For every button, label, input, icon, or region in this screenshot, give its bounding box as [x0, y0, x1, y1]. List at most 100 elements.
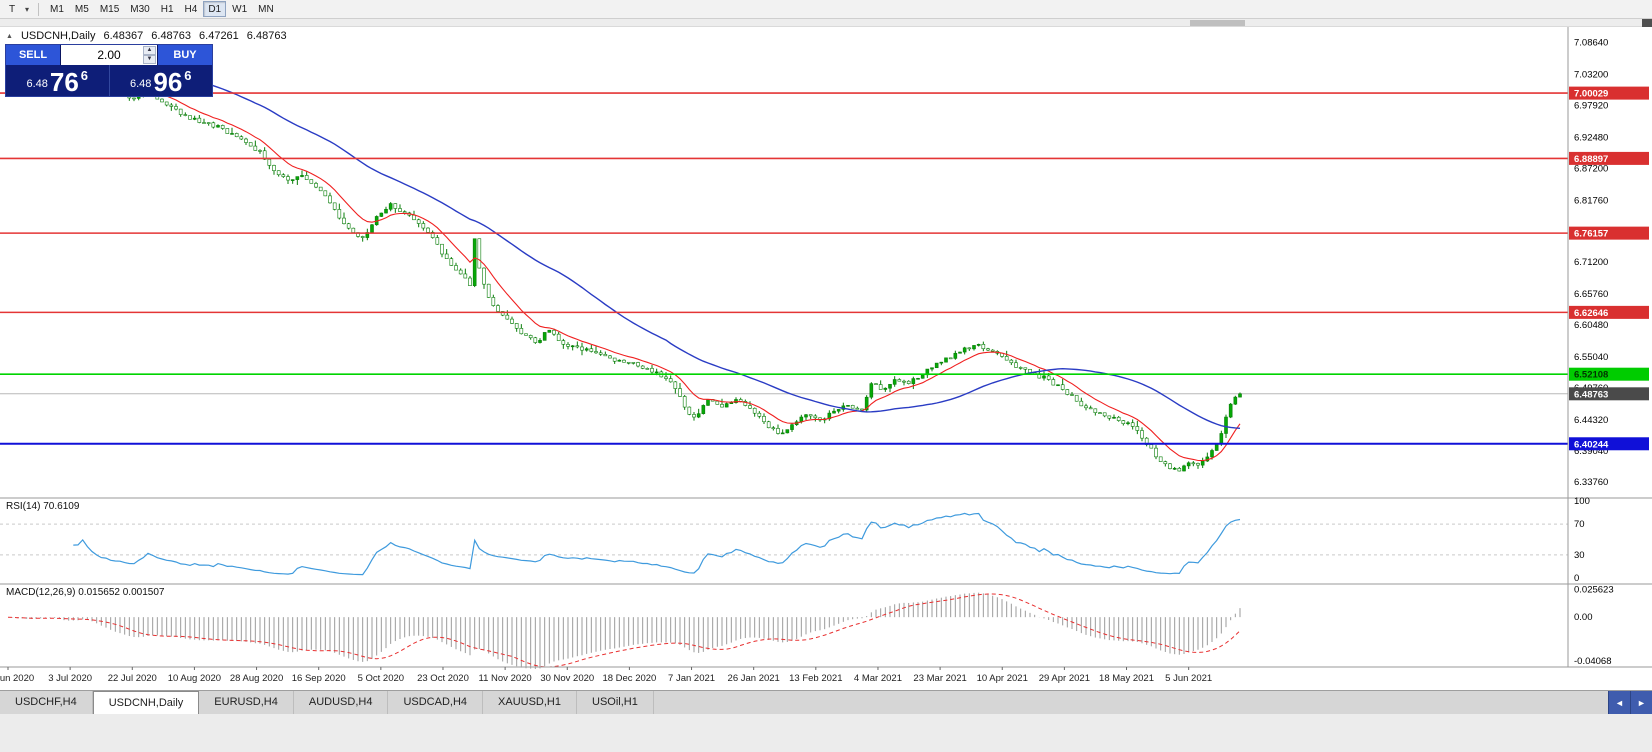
chart-tab-audusd-h4[interactable]: AUDUSD,H4 — [293, 691, 389, 714]
scrollbar-end-button[interactable] — [1642, 19, 1652, 27]
svg-text:6.65760: 6.65760 — [1574, 289, 1608, 300]
svg-text:6.60480: 6.60480 — [1574, 320, 1608, 331]
timeframe-button-m30[interactable]: M30 — [125, 1, 154, 17]
scrollbar-thumb[interactable] — [1190, 20, 1245, 26]
volume-input[interactable] — [72, 47, 146, 63]
chart-tab-eurusd-h4[interactable]: EURUSD,H4 — [199, 691, 294, 714]
macd-signal-line — [7, 593, 1241, 668]
timeframe-button-m5[interactable]: M5 — [70, 1, 94, 17]
svg-text:0: 0 — [1574, 573, 1579, 584]
ohlc-open: 6.48367 — [103, 30, 144, 42]
svg-text:13 Feb 2021: 13 Feb 2021 — [789, 673, 842, 684]
svg-text:0.025623: 0.025623 — [1574, 584, 1614, 595]
timeframe-button-m15[interactable]: M15 — [95, 1, 124, 17]
timeframe-button-h4[interactable]: H4 — [180, 1, 203, 17]
svg-text:6.97920: 6.97920 — [1574, 100, 1608, 111]
timeframe-button-w1[interactable]: W1 — [227, 1, 252, 17]
svg-text:6.33760: 6.33760 — [1574, 477, 1608, 488]
pane-separators — [0, 27, 1652, 668]
svg-text:30 Nov 2020: 30 Nov 2020 — [540, 673, 594, 684]
tab-scroll-left-icon[interactable]: ◄ — [1608, 691, 1630, 714]
svg-text:5 Oct 2020: 5 Oct 2020 — [358, 673, 404, 684]
svg-text:18 Dec 2020: 18 Dec 2020 — [602, 673, 656, 684]
buy-price-prefix: 6.48 — [129, 78, 152, 90]
svg-text:6.81760: 6.81760 — [1574, 195, 1608, 206]
volume-field-container: ▲ ▼ — [61, 45, 157, 65]
chart-toolbar: T ▾ M1 M5 M15 M30 H1 H4 D1 W1 MN — [0, 0, 1652, 19]
buy-price-big-digits: 96 — [153, 67, 183, 97]
buy-price[interactable]: 6.48 96 6 — [108, 65, 213, 97]
svg-text:6.39040: 6.39040 — [1574, 446, 1608, 457]
svg-text:7.08640: 7.08640 — [1574, 38, 1608, 49]
chart-tab-usdcnh-daily[interactable]: USDCNH,Daily — [92, 691, 200, 714]
one-click-trading-panel: SELL ▲ ▼ BUY 6.48 76 6 6.48 — [5, 44, 213, 97]
svg-text:6.62646: 6.62646 — [1574, 308, 1608, 319]
svg-text:22 Jul 2020: 22 Jul 2020 — [108, 673, 157, 684]
ohlc-low: 6.47261 — [199, 30, 239, 42]
timeframe-button-h1[interactable]: H1 — [156, 1, 179, 17]
timeframe-button-d1[interactable]: D1 — [203, 1, 227, 17]
templates-button[interactable]: T — [3, 1, 21, 17]
chart-tabs-bar: USDCHF,H4 USDCNH,Daily EURUSD,H4 AUDUSD,H4 U… — [0, 690, 1652, 714]
chart-title-bar: ▲ USDCNH,Daily 6.48367 6.48763 6.47261 6… — [6, 30, 287, 42]
timeframe-buttons-group: M1 M5 M15 M30 H1 H4 D1 W1 MN — [45, 1, 279, 17]
support-resistance-lines — [0, 92, 1568, 445]
ohlc-close: 6.48763 — [246, 30, 287, 42]
volume-spinner: ▲ ▼ — [143, 46, 156, 64]
volume-decrease-button[interactable]: ▼ — [143, 55, 156, 64]
candlesticks — [6, 49, 1242, 472]
svg-text:30: 30 — [1574, 550, 1585, 561]
price-chart-canvas[interactable]: 7.08640 7.03200 6.97920 6.92480 6.87200 6.817… — [0, 27, 1652, 690]
svg-text:-0.04068: -0.04068 — [1574, 656, 1612, 667]
svg-text:10 Aug 2020: 10 Aug 2020 — [168, 673, 221, 684]
date-axis: 15 Jun 2020 3 Jul 2020 22 Jul 2020 10 Aug 2… — [0, 667, 1212, 684]
chart-horizontal-scrollbar[interactable] — [0, 19, 1652, 27]
svg-text:15 Jun 2020: 15 Jun 2020 — [0, 673, 34, 684]
macd-pane — [7, 592, 1241, 669]
ma-fast-line — [7, 52, 1241, 462]
timeframe-button-mn[interactable]: MN — [253, 1, 279, 17]
svg-text:28 Aug 2020: 28 Aug 2020 — [230, 673, 283, 684]
svg-text:6.87200: 6.87200 — [1574, 163, 1608, 174]
svg-text:26 Jan 2021: 26 Jan 2021 — [728, 673, 780, 684]
svg-text:6.52108: 6.52108 — [1574, 370, 1608, 381]
svg-text:18 May 2021: 18 May 2021 — [1099, 673, 1154, 684]
moving-averages — [7, 52, 1241, 462]
sell-price-big-digits: 76 — [49, 67, 79, 97]
svg-text:7.00029: 7.00029 — [1574, 89, 1608, 100]
sell-price-pipette: 6 — [80, 68, 89, 83]
tab-scroll-right-icon[interactable]: ► — [1630, 691, 1652, 714]
macd-histogram — [12, 592, 1241, 669]
tab-scroll-controls: ◄ ► — [1608, 691, 1652, 714]
buy-button[interactable]: BUY — [157, 45, 212, 65]
timeframe-button-m1[interactable]: M1 — [45, 1, 69, 17]
svg-text:29 Apr 2021: 29 Apr 2021 — [1039, 673, 1090, 684]
svg-text:23 Mar 2021: 23 Mar 2021 — [913, 673, 966, 684]
chart-tab-usdchf-h4[interactable]: USDCHF,H4 — [0, 691, 93, 714]
chart-tab-xauusd-h1[interactable]: XAUUSD,H1 — [483, 691, 577, 714]
svg-text:100: 100 — [1574, 496, 1590, 507]
symbol-marker-icon: ▲ — [6, 32, 13, 40]
rsi-indicator-label: RSI(14) 70.6109 — [6, 501, 80, 512]
svg-text:6.48763: 6.48763 — [1574, 389, 1608, 400]
svg-text:6.44320: 6.44320 — [1574, 415, 1608, 426]
rsi-pane — [0, 512, 1568, 576]
templates-dropdown-arrow-icon[interactable]: ▾ — [22, 1, 32, 17]
chart-tab-usoil-h1[interactable]: USOil,H1 — [577, 691, 654, 714]
sell-button[interactable]: SELL — [6, 45, 61, 65]
svg-text:11 Nov 2020: 11 Nov 2020 — [479, 673, 532, 684]
svg-text:6.92480: 6.92480 — [1574, 132, 1608, 143]
chart-tab-usdcad-h4[interactable]: USDCAD,H4 — [388, 691, 484, 714]
macd-indicator-label: MACD(12,26,9) 0.015652 0.001507 — [6, 587, 165, 598]
svg-text:16 Sep 2020: 16 Sep 2020 — [292, 673, 346, 684]
sell-price[interactable]: 6.48 76 6 — [6, 65, 109, 96]
svg-text:7 Jan 2021: 7 Jan 2021 — [668, 673, 715, 684]
chart-area: 7.08640 7.03200 6.97920 6.92480 6.87200 6.817… — [0, 27, 1652, 690]
svg-text:0.00: 0.00 — [1574, 612, 1593, 623]
window-background — [0, 714, 1652, 752]
toolbar-separator — [38, 2, 40, 16]
volume-increase-button[interactable]: ▲ — [143, 46, 156, 55]
chart-tabs-group: USDCHF,H4 USDCNH,Daily EURUSD,H4 AUDUSD,H4 U… — [0, 691, 654, 714]
price-tags: 7.00029 6.88897 6.76157 6.62646 6.52108 6.402… — [1569, 86, 1649, 451]
